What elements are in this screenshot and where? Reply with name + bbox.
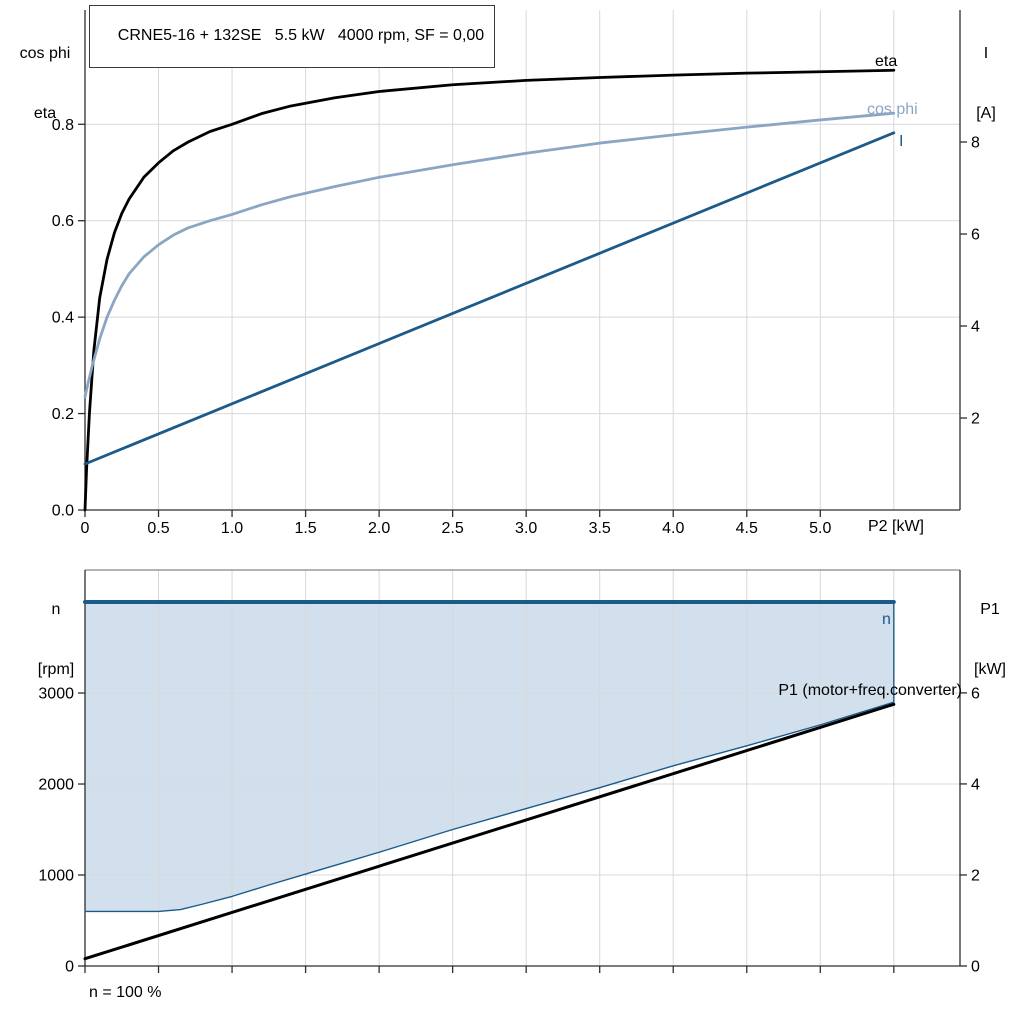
- bottom-right-axis-label: P1 [kW]: [962, 560, 1018, 720]
- top-left-axis-label: cos phi eta: [4, 4, 86, 164]
- x-tick-label: 2.5: [442, 520, 464, 537]
- bottom-left-axis-label: n [rpm]: [22, 560, 90, 720]
- right-tick-label: 2: [971, 411, 980, 428]
- curve-label-speed: n: [882, 611, 891, 628]
- axis-label-eta: eta: [33, 105, 57, 122]
- x-axis-label: P2 [kW]: [867, 518, 924, 535]
- right-tick-label: 8: [971, 135, 980, 152]
- chart-title-box: CRNE5-16 + 132SE 5.5 kW 4000 rpm, SF = 0…: [89, 5, 496, 68]
- right-tick-label: 6: [971, 227, 980, 244]
- x-tick-label: 3.5: [589, 520, 611, 537]
- axis-label-p1: P1: [980, 601, 1000, 618]
- curve-label-current: I: [899, 133, 904, 150]
- left-tick-label: 0.0: [52, 503, 74, 520]
- x-tick-label: 0.5: [147, 520, 169, 537]
- right-tick-label: 6: [971, 685, 980, 702]
- left-tick-label: 0.4: [52, 310, 74, 327]
- speed-range-area: [85, 602, 894, 912]
- left-tick-label: 0.2: [52, 406, 74, 423]
- axis-label-current-unit: [A]: [976, 105, 996, 122]
- curve-label-p1: P1 (motor+freq.converter): [778, 682, 962, 699]
- left-tick-label: 1000: [38, 868, 74, 885]
- x-tick-label: 1.0: [221, 520, 243, 537]
- x-tick-label: 5.0: [809, 520, 831, 537]
- curve-label-cos-phi: cos phi: [867, 101, 918, 118]
- right-tick-label: 4: [971, 319, 980, 336]
- curve-cos-phi: [83, 111, 896, 399]
- left-tick-label: 0.8: [52, 117, 74, 134]
- x-tick-label: 4.5: [736, 520, 758, 537]
- x-tick-label: 2.0: [368, 520, 390, 537]
- right-tick-label: 2: [971, 867, 980, 884]
- x-tick-label: 3.0: [515, 520, 537, 537]
- right-tick-label: 0: [971, 959, 980, 976]
- left-tick-label: 0.6: [52, 213, 74, 230]
- axis-label-cos-phi: cos phi: [19, 45, 71, 62]
- axis-label-speed-unit: [rpm]: [37, 661, 75, 678]
- curve-current: [83, 131, 896, 466]
- left-tick-label: 2000: [38, 777, 74, 794]
- curve-speed-min-boundary: [84, 601, 895, 913]
- right-tick-label: 4: [971, 776, 980, 793]
- top-right-axis-label: I [A]: [962, 4, 1010, 164]
- curve-eta: [83, 68, 896, 512]
- x-tick-label: 4.0: [662, 520, 684, 537]
- axis-label-p1-unit: [kW]: [974, 661, 1006, 678]
- left-tick-label: 0: [65, 959, 74, 976]
- x-tick-label: 1.5: [294, 520, 316, 537]
- speed-footnote: n = 100 %: [89, 984, 162, 1001]
- curve-label-eta: eta: [875, 53, 898, 70]
- chart-title: CRNE5-16 + 132SE 5.5 kW 4000 rpm, SF = 0…: [117, 27, 485, 44]
- axis-label-current: I: [983, 45, 989, 62]
- x-tick-label: 0: [81, 520, 90, 537]
- axis-label-speed: n: [51, 601, 61, 618]
- curve-p1: [83, 702, 896, 961]
- left-tick-label: 3000: [38, 686, 74, 703]
